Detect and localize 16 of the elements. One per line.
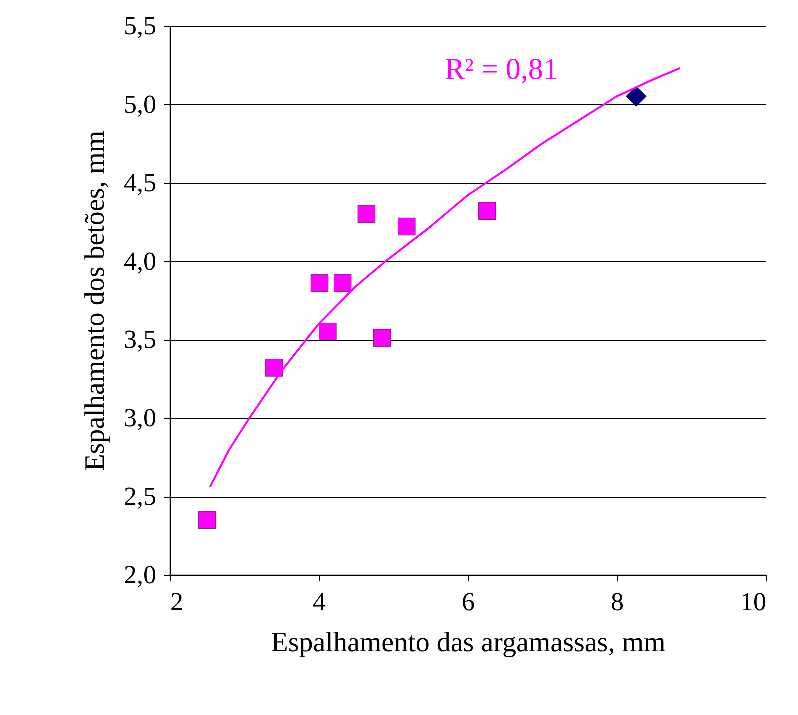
x-tick-label: 2 (170, 588, 184, 616)
x-tick-label: 4 (313, 588, 326, 616)
x-tick-label: 10 (740, 588, 766, 616)
y-tick-label: 2,0 (124, 560, 156, 590)
y-tick-label: 5,0 (124, 90, 156, 119)
annotation: R² = 0,81 (445, 53, 558, 86)
y-tick-label: 3,0 (124, 404, 156, 433)
y-axis-title: Espalhamento dos betões, mm (80, 130, 111, 472)
y-tick-label: 2,5 (124, 482, 156, 512)
x-axis-title: Espalhamento das argamassas, mm (271, 628, 666, 658)
y-tick-label: 3,5 (124, 325, 156, 354)
y-tick-label: 5,5 (124, 12, 156, 40)
x-tick-label: 6 (462, 588, 475, 616)
x-tick-label: 8 (611, 588, 624, 616)
y-tick-label: 4,5 (124, 168, 156, 198)
y-tick-label: 4,0 (124, 246, 156, 276)
